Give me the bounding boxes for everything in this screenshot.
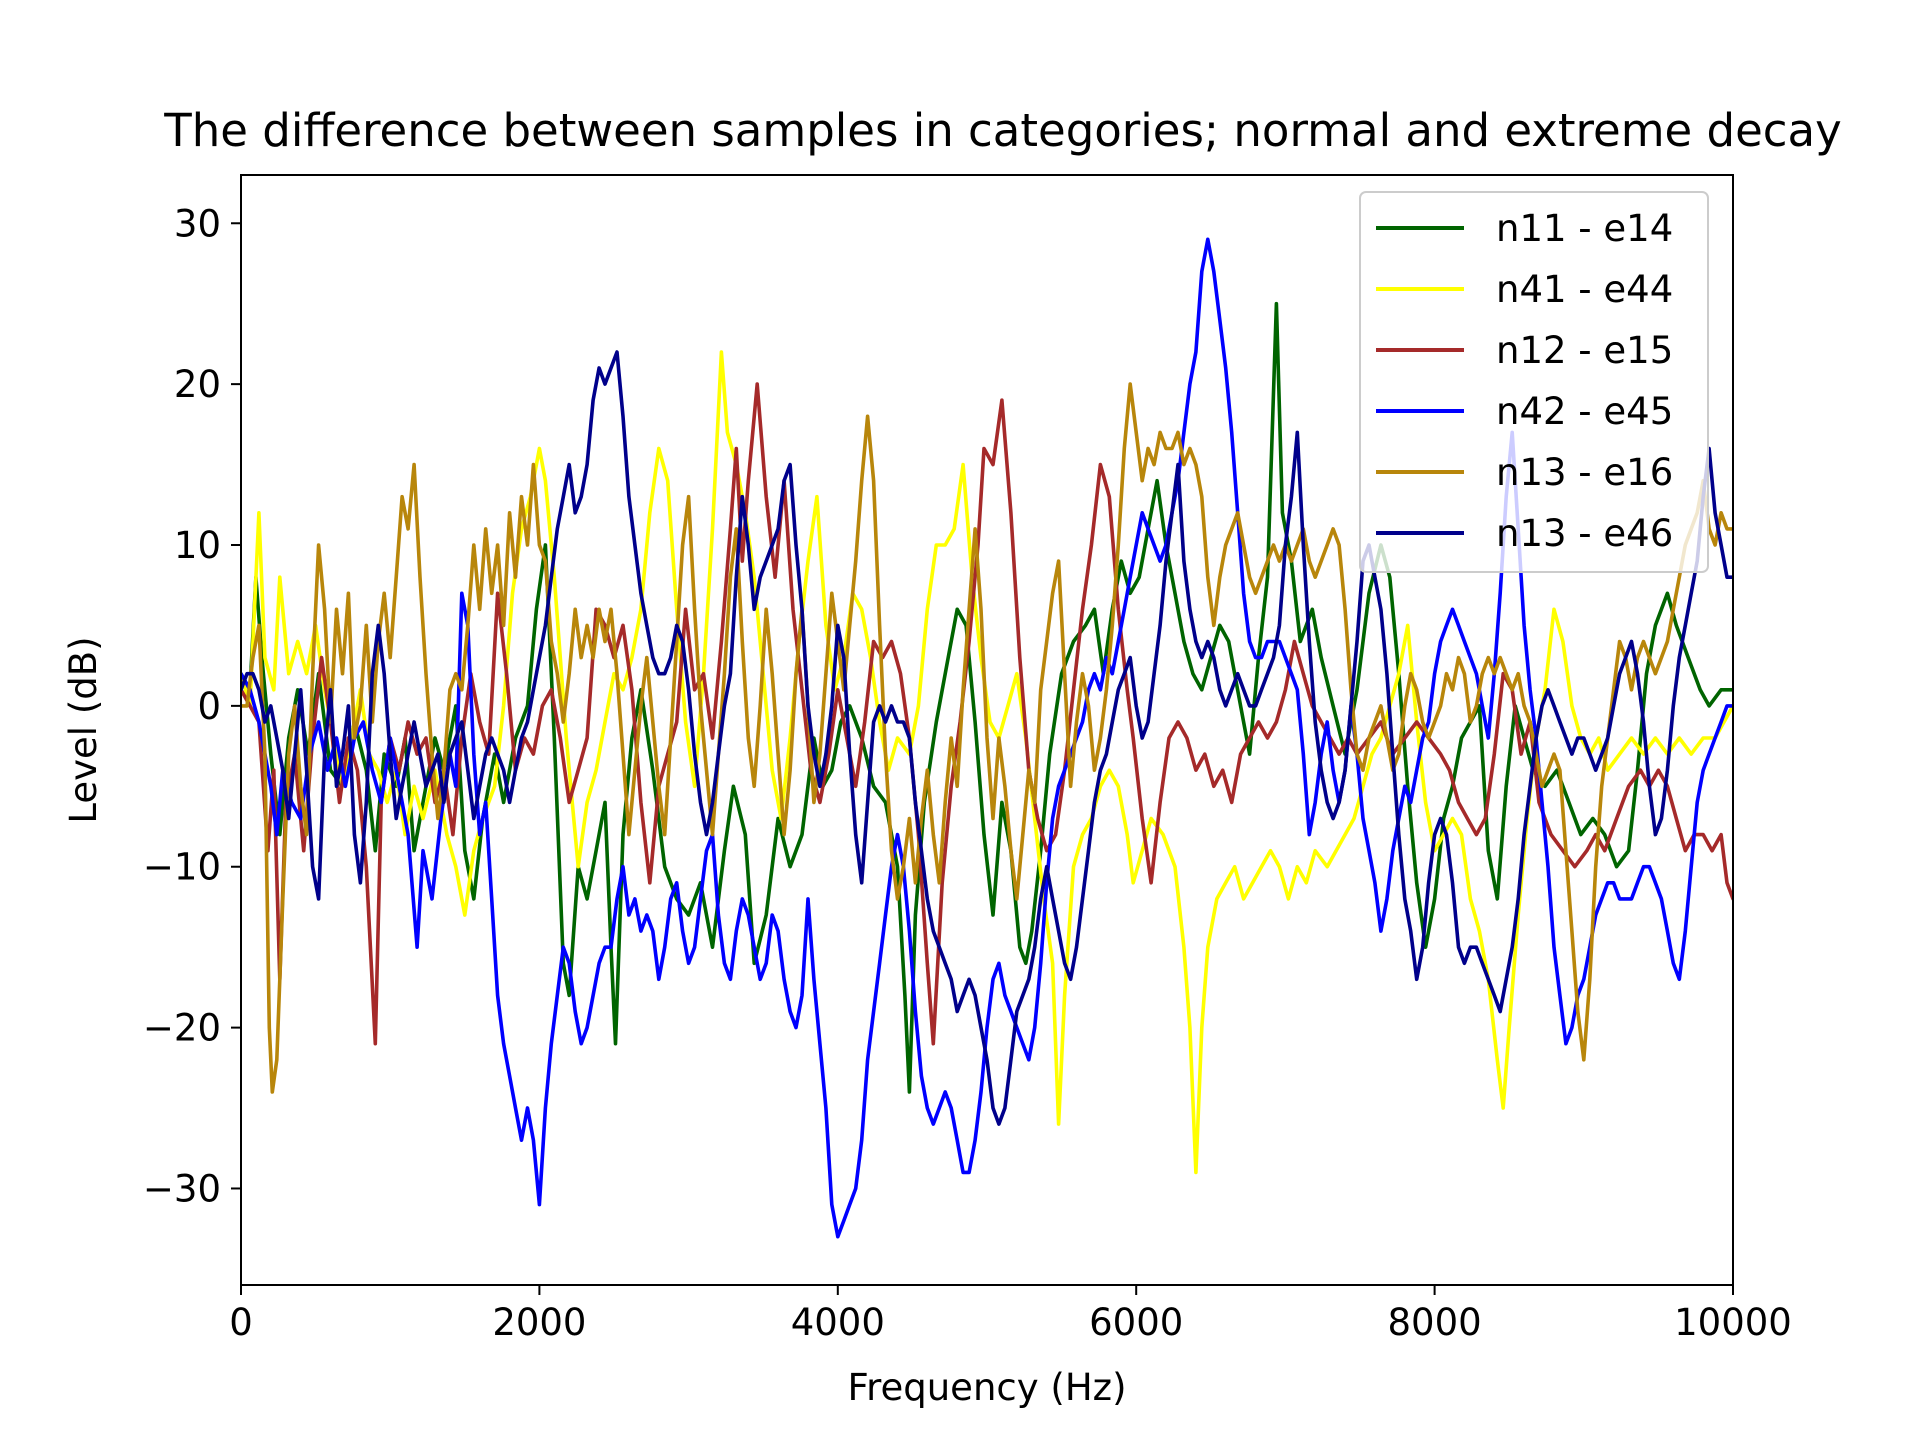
y-axis: −30 −20 −10 0 10 20 30: [143, 202, 241, 1210]
x-tick-label: 2000: [492, 1301, 586, 1344]
legend-label: n41 - e44: [1496, 268, 1673, 311]
chart-title: The difference between samples in catego…: [163, 104, 1841, 157]
series-lines: [241, 237, 1733, 1239]
series-line-5: [241, 382, 1733, 1094]
legend: n11 - e14 n41 - e44 n12 - e15 n42 - e45 n13 …: [1359, 191, 1709, 573]
y-tick-label: 10: [174, 524, 221, 567]
series-line-1: [241, 301, 1733, 1094]
x-tick-label: 6000: [1089, 1301, 1183, 1344]
series-line-6: [241, 350, 1733, 1126]
y-tick-label: −30: [143, 1167, 221, 1210]
legend-label: n11 - e14: [1496, 207, 1673, 250]
legend-label: n42 - e45: [1496, 390, 1673, 433]
x-tick-label: 8000: [1388, 1301, 1482, 1344]
y-tick-label: 20: [174, 363, 221, 406]
x-axis-label: Frequency (Hz): [847, 1366, 1126, 1409]
x-tick-label: 0: [229, 1301, 253, 1344]
plot-frame: [240, 174, 1734, 1286]
legend-label: n13 - e46: [1496, 512, 1673, 555]
x-tick-label: 10000: [1674, 1301, 1792, 1344]
y-tick-label: −10: [143, 846, 221, 889]
x-axis: 0 2000 4000 6000 8000 10000: [229, 1285, 1792, 1344]
y-tick-label: −20: [143, 1007, 221, 1050]
legend-label: n13 - e16: [1496, 451, 1673, 494]
y-tick-label: 30: [174, 202, 221, 245]
legend-label: n12 - e15: [1496, 329, 1673, 372]
y-tick-label: 0: [197, 685, 221, 728]
x-tick-label: 4000: [791, 1301, 885, 1344]
y-axis-label: Level (dB): [62, 636, 105, 823]
